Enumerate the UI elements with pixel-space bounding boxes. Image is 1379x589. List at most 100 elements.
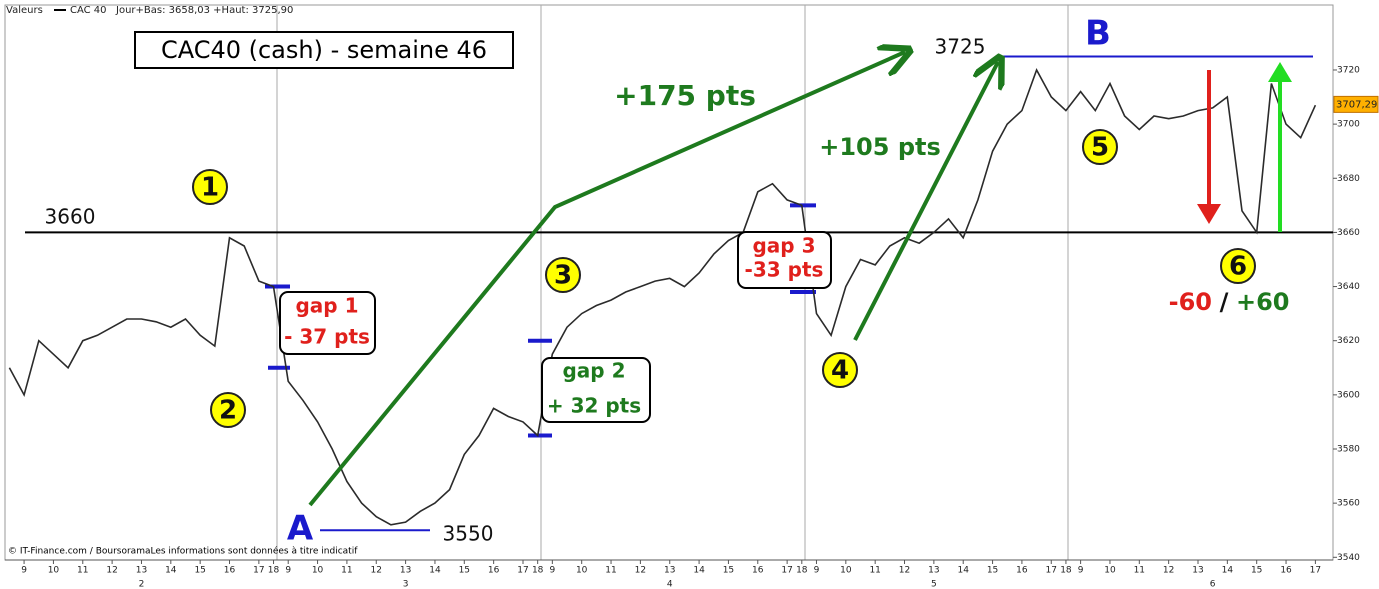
x-tick-label: 17 (1046, 566, 1057, 576)
x-tick-label: 14 (165, 566, 177, 576)
trend-arrow (853, 62, 998, 341)
x-tick-label: 14 (1222, 566, 1234, 576)
move-label: +105 pts (819, 133, 941, 161)
x-tick-label: 18 (532, 566, 544, 576)
gap-box (279, 291, 376, 355)
level-label: 3660 (45, 205, 96, 229)
x-tick-label: 11 (869, 566, 880, 576)
plot (5, 55, 1337, 564)
marker-label: A (287, 509, 314, 549)
x-tick-label: 9 (1078, 566, 1084, 576)
x-tick-label: 17 (517, 566, 528, 576)
day-tick-label: 4 (667, 580, 673, 589)
x-tick-label: 11 (341, 566, 352, 576)
x-tick-label: 11 (77, 566, 88, 576)
x-tick-label: 9 (814, 566, 820, 576)
point-label: 6 (1229, 252, 1247, 282)
x-tick-label: 12 (899, 566, 910, 576)
swing-label: -60 (1169, 288, 1212, 316)
x-tick-label: 15 (1251, 566, 1262, 576)
day-tick-label: 6 (1210, 580, 1216, 589)
x-tick-label: 18 (796, 566, 808, 576)
point-circle (822, 352, 858, 388)
x-tick-label: 10 (48, 566, 60, 576)
x-tick-label: 10 (840, 566, 852, 576)
level-label: 3725 (935, 35, 986, 59)
y-tick-label: 3700 (1337, 120, 1360, 130)
day-tick-label: 5 (931, 580, 937, 589)
point-circle (192, 169, 228, 205)
y-tick-label: 3600 (1337, 390, 1360, 400)
x-tick-label: 12 (635, 566, 646, 576)
x-tick-label: 13 (928, 566, 939, 576)
point-label: 5 (1091, 133, 1109, 163)
source: © IT-Finance.com / BoursoramaLes informa… (8, 546, 358, 557)
y-tick-label: 3620 (1337, 336, 1360, 346)
x-tick-label: 13 (136, 566, 147, 576)
gap-name: gap 3 (752, 234, 815, 258)
x-tick-label: 16 (1280, 566, 1292, 576)
x-tick-label: 13 (400, 566, 411, 576)
x-tick-label: 15 (987, 566, 998, 576)
trend-arrow (308, 52, 905, 507)
x-tick-label: 9 (21, 566, 27, 576)
point-label: 4 (831, 356, 849, 386)
x-tick-label: 12 (371, 566, 382, 576)
x-tick-label: 16 (1016, 566, 1028, 576)
header-info: Jour+Bas: 3658,03 +Haut: 3725,90 (115, 5, 293, 16)
x-tick-label: 16 (752, 566, 764, 576)
x-tick-label: 17 (781, 566, 792, 576)
gap-label: -33 pts (745, 258, 824, 282)
chart-title: CAC40 (cash) - semaine 46 (161, 36, 487, 64)
x-tick-label: 17 (1310, 566, 1321, 576)
y-tick-label: 3720 (1337, 65, 1360, 75)
x-tick-label: 13 (664, 566, 675, 576)
point-circle (1220, 248, 1256, 284)
gap-name: gap 2 (562, 359, 625, 383)
point-label: 3 (554, 261, 572, 291)
x-tick-label: 12 (1163, 566, 1174, 576)
x-tick-label: 11 (605, 566, 616, 576)
y-tick-label: 3640 (1337, 282, 1360, 292)
marker-label: B (1085, 14, 1111, 54)
legend-label: CAC 40 (70, 5, 107, 16)
day-tick-label: 3 (403, 580, 409, 589)
x-tick-label: 12 (106, 566, 117, 576)
level-label: 3550 (443, 522, 494, 546)
x-tick-label: 17 (253, 566, 264, 576)
x-tick-label: 15 (194, 566, 205, 576)
x-tick-label: 10 (1104, 566, 1116, 576)
point-label: 2 (219, 396, 237, 426)
y-tick-label: 3540 (1337, 553, 1360, 563)
y-tick-label: 3560 (1337, 499, 1360, 509)
x-tick-label: 9 (285, 566, 291, 576)
x-tick-label: 18 (1060, 566, 1072, 576)
x-tick-label: 16 (488, 566, 500, 576)
x-tick-label: 16 (224, 566, 236, 576)
gap-name: gap 1 (295, 294, 358, 318)
price-line (8, 68, 1317, 526)
x-tick-label: 10 (576, 566, 588, 576)
x-tick-label: 13 (1192, 566, 1203, 576)
gap-box (737, 231, 832, 289)
y-tick-label: 3680 (1337, 174, 1360, 184)
swing-label: +60 (1236, 288, 1290, 316)
x-tick-label: 15 (459, 566, 470, 576)
x-tick-label: 9 (549, 566, 555, 576)
x-tick-label: 11 (1134, 566, 1145, 576)
point-label: 1 (201, 173, 219, 203)
y-tick-label: 3580 (1337, 445, 1360, 455)
day-tick-label: 2 (139, 580, 145, 589)
y-tick-label: 3660 (1337, 228, 1360, 238)
header-label: Valeurs (6, 5, 43, 16)
swing-label: / (1220, 288, 1229, 316)
point-circle (210, 392, 246, 428)
last-price-label: 3707,29 (1336, 99, 1377, 110)
title-box (134, 31, 514, 69)
point-circle (1082, 129, 1118, 165)
x-tick-label: 10 (312, 566, 324, 576)
x-tick-label: 18 (268, 566, 280, 576)
x-tick-label: 14 (957, 566, 969, 576)
move-label: +175 pts (614, 79, 756, 112)
